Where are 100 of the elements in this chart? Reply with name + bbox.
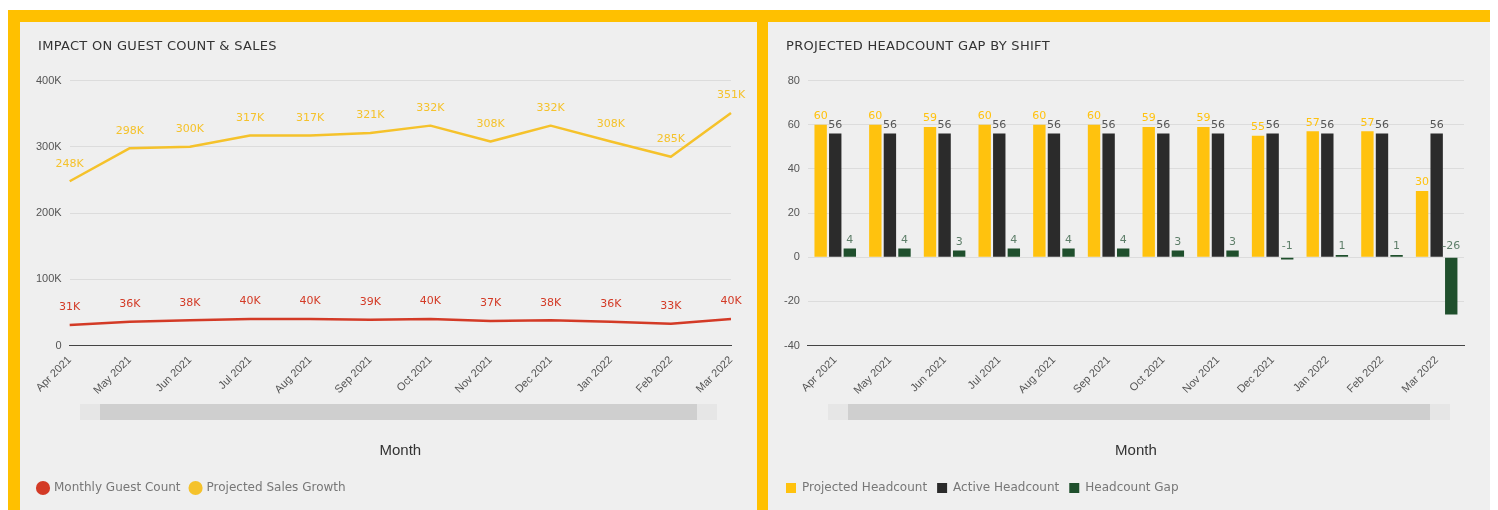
data-label: 37K xyxy=(479,296,502,310)
data-label: 321K xyxy=(356,108,386,122)
bar xyxy=(1375,133,1389,257)
data-label: 56 xyxy=(1374,117,1389,131)
data-label: 56 xyxy=(1320,117,1335,131)
bar xyxy=(1306,131,1319,257)
data-label: 317K xyxy=(235,110,265,124)
data-label: 298K xyxy=(115,123,145,137)
bar xyxy=(1211,133,1225,257)
data-label: 60 xyxy=(813,109,828,123)
data-label: 317K xyxy=(296,110,326,124)
data-label: 4 xyxy=(1065,232,1073,246)
data-label: 308K xyxy=(596,116,626,130)
data-label: 3 xyxy=(1229,234,1237,248)
data-label: 60 xyxy=(977,109,992,123)
y-tick-label: 60 xyxy=(787,117,800,130)
bar xyxy=(1266,133,1279,257)
y-tick-label: 0 xyxy=(793,250,800,263)
data-label: 332K xyxy=(536,100,566,114)
bar xyxy=(923,126,937,257)
data-label: 60 xyxy=(1087,109,1102,123)
data-label: 40K xyxy=(299,294,322,308)
data-label: 300K xyxy=(175,122,205,136)
legend-label: Active Headcount xyxy=(953,480,1060,495)
bar xyxy=(898,248,911,257)
bar xyxy=(869,124,882,257)
data-label: 39K xyxy=(359,295,382,309)
y-tick-label: 0 xyxy=(55,338,62,351)
y-tick-label: 300K xyxy=(35,139,63,152)
y-tick-label: -40 xyxy=(783,338,800,351)
data-label: 31K xyxy=(59,300,82,314)
chart-title: IMPACT ON GUEST COUNT & SALES xyxy=(38,38,277,53)
data-label: 38K xyxy=(540,295,563,309)
data-label: 4 xyxy=(846,232,854,246)
y-tick-label: 200K xyxy=(35,206,63,219)
data-label: 40K xyxy=(239,294,262,308)
data-label: 56 xyxy=(1210,117,1225,131)
bar xyxy=(843,248,857,257)
data-label: 56 xyxy=(828,117,843,131)
data-label: 30 xyxy=(1415,175,1430,189)
data-label: 59 xyxy=(1196,111,1211,125)
data-label: 332K xyxy=(416,100,446,114)
data-label: 4 xyxy=(1010,232,1018,246)
data-label: 33K xyxy=(660,299,683,313)
bar xyxy=(1430,133,1443,257)
data-label: 56 xyxy=(1156,117,1171,131)
data-label: 40K xyxy=(720,294,743,308)
data-label: 56 xyxy=(882,117,897,131)
data-label: 3 xyxy=(955,234,963,248)
data-label: 57 xyxy=(1360,115,1375,129)
x-axis-title: Month xyxy=(379,441,422,459)
data-label: 60 xyxy=(1032,109,1047,123)
bar xyxy=(1171,250,1185,257)
data-label: -1 xyxy=(1281,239,1293,253)
data-label: 59 xyxy=(1141,111,1156,125)
bar xyxy=(1007,248,1021,257)
bar xyxy=(993,133,1006,257)
bar xyxy=(1197,126,1210,257)
bar xyxy=(1116,248,1130,257)
data-label: 248K xyxy=(55,156,85,170)
x-axis-title: Month xyxy=(1115,441,1157,459)
data-label: 56 xyxy=(992,117,1007,131)
bar xyxy=(1157,133,1170,257)
bar xyxy=(1087,124,1101,257)
bar xyxy=(1321,133,1334,257)
data-label: 36K xyxy=(600,297,623,311)
bar xyxy=(829,133,842,257)
legend-label: Headcount Gap xyxy=(1085,480,1179,495)
data-label: 308K xyxy=(476,116,506,130)
data-label: 55 xyxy=(1251,120,1266,134)
data-label: 56 xyxy=(1429,117,1444,131)
y-tick-label: 100K xyxy=(35,272,63,285)
data-label: 40K xyxy=(419,294,442,308)
y-tick-label: -20 xyxy=(783,294,800,307)
data-label: 4 xyxy=(1119,232,1127,246)
y-tick-label: 80 xyxy=(787,73,800,86)
data-label: 56 xyxy=(1101,117,1116,131)
bar xyxy=(1047,133,1061,257)
bar xyxy=(1102,133,1115,257)
data-label: 1 xyxy=(1393,239,1401,253)
data-label: 3 xyxy=(1174,234,1182,248)
data-label: 1 xyxy=(1338,239,1346,253)
y-tick-label: 20 xyxy=(787,206,800,219)
bar xyxy=(883,133,897,257)
y-tick-label: 400K xyxy=(35,73,63,86)
y-tick-label: 40 xyxy=(787,161,800,174)
legend-label: Monthly Guest Count xyxy=(54,480,181,495)
data-label: 57 xyxy=(1305,115,1320,129)
bar xyxy=(1361,131,1374,257)
bar xyxy=(938,133,951,257)
legend-label: Projected Sales Growth xyxy=(206,480,346,495)
bar xyxy=(1142,126,1155,257)
data-label: 56 xyxy=(937,117,952,131)
legend-label: Projected Headcount xyxy=(802,480,928,495)
chart-title: PROJECTED HEADCOUNT GAP BY SHIFT xyxy=(786,38,1050,53)
bar xyxy=(1251,135,1265,257)
data-label: 38K xyxy=(179,295,202,309)
bar xyxy=(1415,190,1429,257)
data-label: 60 xyxy=(868,109,883,123)
bar xyxy=(1445,257,1458,315)
